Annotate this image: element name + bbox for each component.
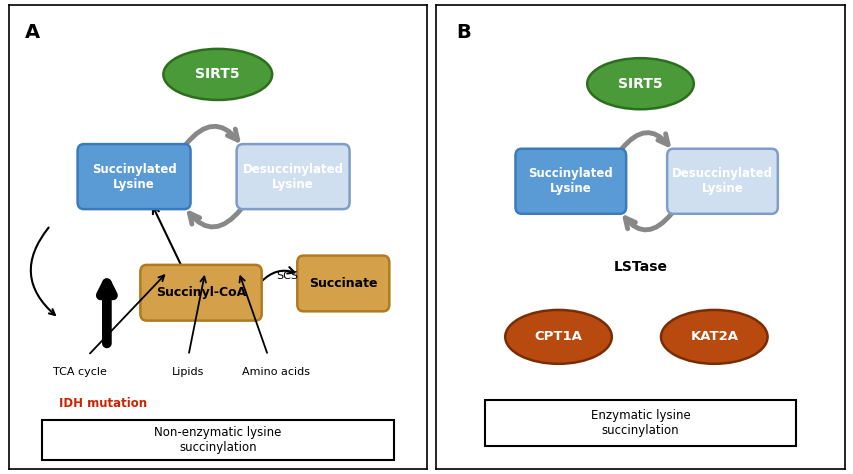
- Text: SIRT5: SIRT5: [618, 77, 662, 91]
- Text: SIRT5: SIRT5: [195, 67, 240, 82]
- Text: Succinyl-CoA: Succinyl-CoA: [156, 286, 246, 299]
- FancyBboxPatch shape: [236, 144, 349, 209]
- FancyBboxPatch shape: [666, 149, 777, 214]
- Text: Non-enzymatic lysine
succinylation: Non-enzymatic lysine succinylation: [154, 427, 281, 455]
- Text: TCA cycle: TCA cycle: [53, 367, 107, 377]
- FancyBboxPatch shape: [140, 265, 261, 320]
- Text: Succinylated
Lysine: Succinylated Lysine: [528, 167, 612, 195]
- FancyBboxPatch shape: [42, 420, 393, 460]
- FancyBboxPatch shape: [515, 149, 625, 214]
- Text: Desuccinylated
Lysine: Desuccinylated Lysine: [242, 163, 343, 191]
- Text: Enzymatic lysine
succinylation: Enzymatic lysine succinylation: [590, 409, 689, 437]
- Text: Succinylated
Lysine: Succinylated Lysine: [91, 163, 177, 191]
- Text: B: B: [456, 23, 470, 42]
- Text: A: A: [26, 23, 40, 42]
- Text: Succinate: Succinate: [309, 277, 377, 290]
- Text: SCS: SCS: [276, 272, 298, 282]
- FancyBboxPatch shape: [485, 400, 795, 446]
- Ellipse shape: [660, 310, 767, 364]
- FancyBboxPatch shape: [78, 144, 190, 209]
- FancyBboxPatch shape: [297, 255, 389, 311]
- Text: SDH loss: SDH loss: [59, 420, 117, 434]
- Ellipse shape: [587, 58, 693, 109]
- Text: Lipids: Lipids: [172, 367, 205, 377]
- Text: Desuccinylated
Lysine: Desuccinylated Lysine: [671, 167, 772, 195]
- Text: IDH mutation: IDH mutation: [59, 397, 147, 410]
- Text: CPT1A: CPT1A: [534, 330, 582, 343]
- Ellipse shape: [163, 49, 272, 100]
- Text: KAT2A: KAT2A: [689, 330, 738, 343]
- Text: Amino acids: Amino acids: [242, 367, 310, 377]
- Ellipse shape: [505, 310, 611, 364]
- Text: LSTase: LSTase: [612, 260, 667, 274]
